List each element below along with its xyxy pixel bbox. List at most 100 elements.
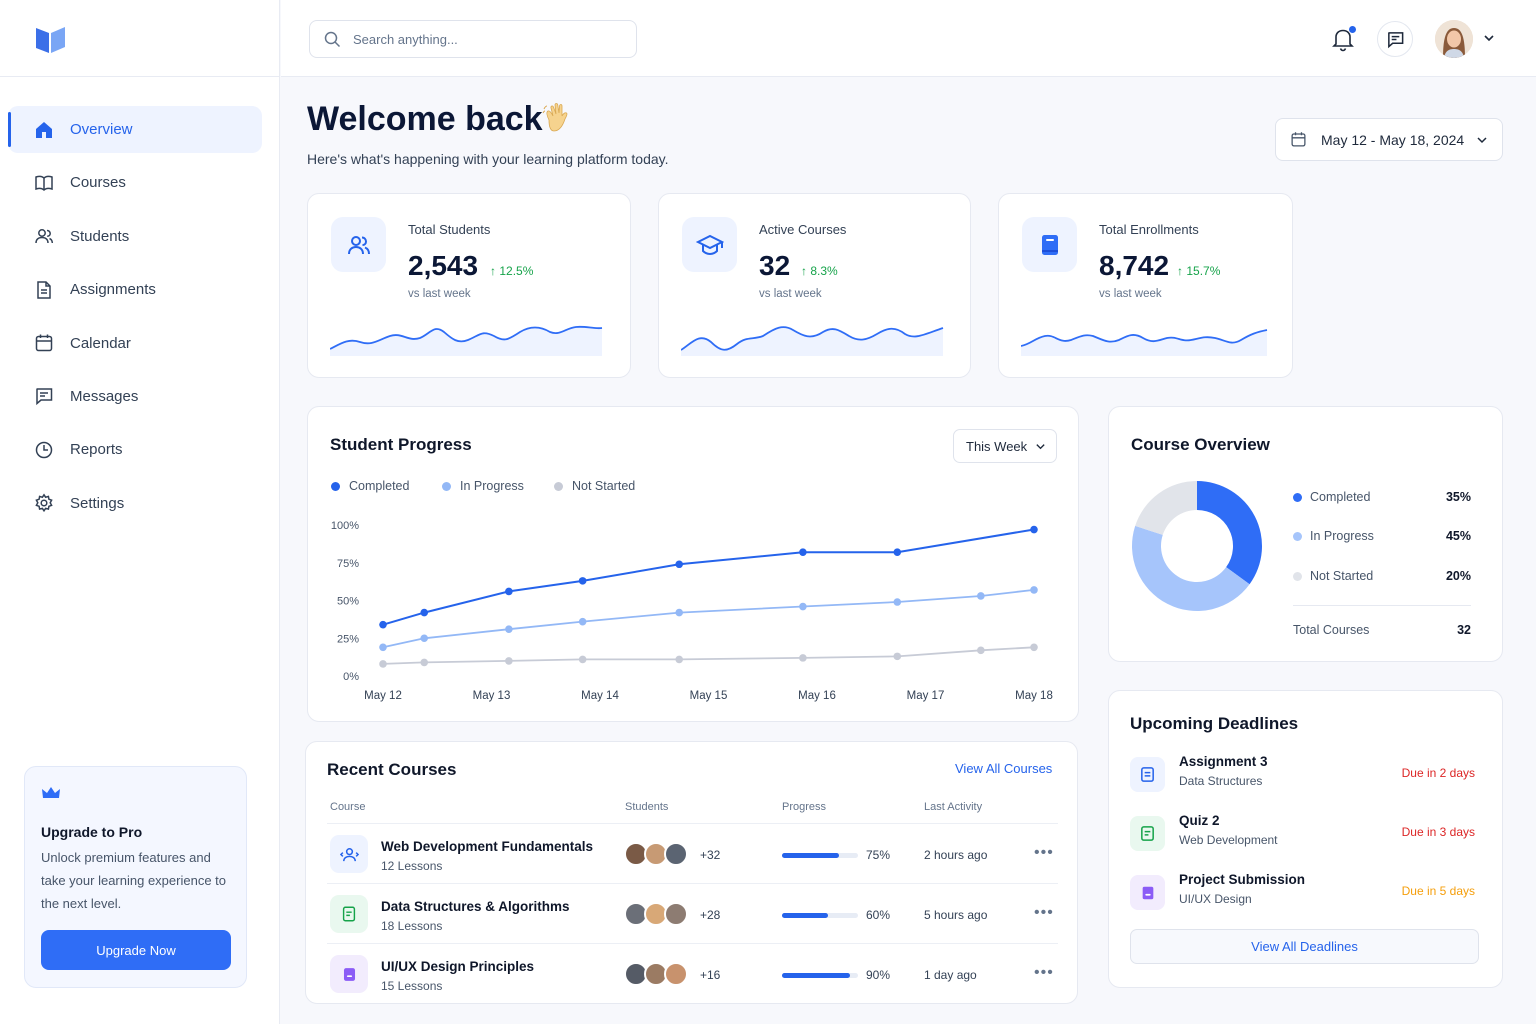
student-avatars [624, 962, 694, 988]
y-tick-label: 25% [337, 633, 359, 645]
overview-label: In Progress [1310, 529, 1374, 543]
top-bar: Search anything... [281, 0, 1536, 77]
avatar [664, 902, 688, 926]
notification-button[interactable] [1331, 25, 1357, 52]
student-avatars [624, 842, 694, 868]
data-point [675, 608, 684, 617]
more-options-icon[interactable]: ••• [1034, 964, 1054, 981]
deadline-item[interactable]: Quiz 2 Web Development Due in 3 days [1130, 813, 1475, 853]
data-point [1030, 643, 1038, 652]
upgrade-text: Unlock premium features and take your le… [41, 850, 227, 911]
student-count-more: +32 [700, 848, 721, 862]
sidebar-item-assignments[interactable]: Assignments [8, 266, 262, 313]
panel-title: Recent Courses [327, 760, 457, 779]
panel-title: Student Progress [330, 435, 472, 454]
y-tick-label: 100% [331, 520, 359, 532]
chevron-down-icon[interactable] [1483, 32, 1495, 44]
overview-label: Completed [1310, 490, 1371, 504]
deadline-item[interactable]: Project Submission UI/UX Design Due in 5… [1130, 872, 1475, 912]
view-all-courses-link[interactable]: View All Courses [955, 761, 1053, 776]
data-point [1030, 586, 1038, 594]
data-point [505, 657, 513, 665]
chevron-down-icon [1477, 137, 1487, 144]
legend-completed: Completed [331, 479, 409, 493]
folder-icon [1130, 875, 1165, 910]
stat-change-value: 15.7% [1186, 264, 1221, 278]
stat-card-total-enrollments: Total Enrollments 8,742 ↑ 15.7% vs last … [998, 193, 1293, 378]
column-header-course: Course [330, 801, 366, 813]
course-name: Web Development Fundamentals [381, 839, 594, 854]
overview-row-not-started: Not Started 20% [1293, 569, 1471, 583]
deadline-course: UI/UX Design [1179, 892, 1252, 906]
more-options-icon[interactable]: ••• [1034, 904, 1054, 921]
progress-bar [782, 973, 858, 978]
code-user-icon [330, 835, 368, 873]
logo-icon [36, 27, 65, 53]
last-activity: 5 hours ago [924, 908, 988, 922]
legend-swatch [331, 481, 340, 491]
overview-row-total: Total Courses 32 [1293, 623, 1471, 637]
data-point [799, 548, 807, 556]
book-icon [34, 173, 54, 193]
page-subtitle: Here's what's happening with your learni… [307, 151, 669, 167]
sidebar-item-overview[interactable]: Overview [8, 106, 262, 153]
period-select-value: This Week [966, 438, 1028, 454]
panel-title: Course Overview [1131, 435, 1270, 454]
stat-value: 2,543 [408, 250, 479, 281]
overview-total-label: Total Courses [1293, 623, 1370, 637]
progress-percent: 60% [866, 908, 891, 922]
sidebar-item-students[interactable]: Students [8, 213, 262, 260]
x-tick-label: May 14 [581, 690, 619, 702]
overview-row-in-progress: In Progress 45% [1293, 529, 1471, 543]
sparkline [330, 325, 603, 356]
sidebar-item-calendar[interactable]: Calendar [8, 320, 262, 367]
stat-change-value: 12.5% [499, 264, 534, 278]
course-name: UI/UX Design Principles [381, 959, 535, 974]
view-all-deadlines-button[interactable]: View All Deadlines [1130, 929, 1479, 964]
stat-value: 32 [759, 250, 791, 281]
x-tick-label: May 18 [1015, 690, 1053, 702]
upgrade-now-button[interactable]: Upgrade Now [41, 930, 231, 970]
overview-value: 20% [1445, 569, 1471, 583]
legend-label: Not Started [572, 479, 636, 493]
search-icon [324, 31, 341, 47]
document-icon [330, 895, 368, 933]
avatar[interactable] [1435, 20, 1473, 58]
messages-button[interactable] [1377, 21, 1413, 57]
sidebar: Overview Courses Students Assignments Ca… [0, 0, 280, 1024]
donut-slice-in-progress [1132, 525, 1250, 611]
table-row[interactable]: Web Development Fundamentals 12 Lessons … [327, 824, 1058, 884]
period-select[interactable]: This Week [953, 429, 1057, 463]
overview-value: 35% [1445, 490, 1471, 504]
data-point [420, 608, 429, 617]
deadline-item[interactable]: Assignment 3 Data Structures Due in 2 da… [1130, 754, 1475, 794]
stat-period: vs last week [408, 288, 471, 300]
sidebar-item-messages[interactable]: Messages [8, 373, 262, 420]
donut-slice-completed [1197, 481, 1262, 585]
gear-icon [34, 493, 54, 513]
search-input[interactable]: Search anything... [309, 20, 637, 58]
more-options-icon[interactable]: ••• [1034, 844, 1054, 861]
notification-dot [1348, 25, 1357, 34]
overview-label: Not Started [1310, 569, 1374, 583]
document-icon [1130, 757, 1165, 792]
data-point [799, 654, 807, 662]
last-activity: 1 day ago [924, 968, 977, 982]
data-point [505, 625, 513, 633]
sidebar-item-reports[interactable]: Reports [8, 426, 262, 473]
legend-swatch [1293, 571, 1302, 581]
data-point [893, 652, 902, 661]
crown-icon [42, 787, 60, 798]
data-point [977, 592, 985, 600]
table-row[interactable]: Data Structures & Algorithms 18 Lessons … [327, 884, 1058, 944]
data-point [578, 617, 587, 626]
date-range-picker[interactable]: May 12 - May 18, 2024 [1275, 118, 1503, 161]
sidebar-item-courses[interactable]: Courses [8, 159, 262, 206]
legend-label: In Progress [460, 479, 524, 493]
stat-label: Total Enrollments [1099, 222, 1199, 237]
legend-swatch [1293, 492, 1302, 502]
data-point [420, 658, 429, 667]
sidebar-item-settings[interactable]: Settings [8, 480, 262, 527]
table-row[interactable]: UI/UX Design Principles 15 Lessons +16 9… [327, 944, 1058, 1004]
deadline-due: Due in 2 days [1401, 766, 1475, 780]
